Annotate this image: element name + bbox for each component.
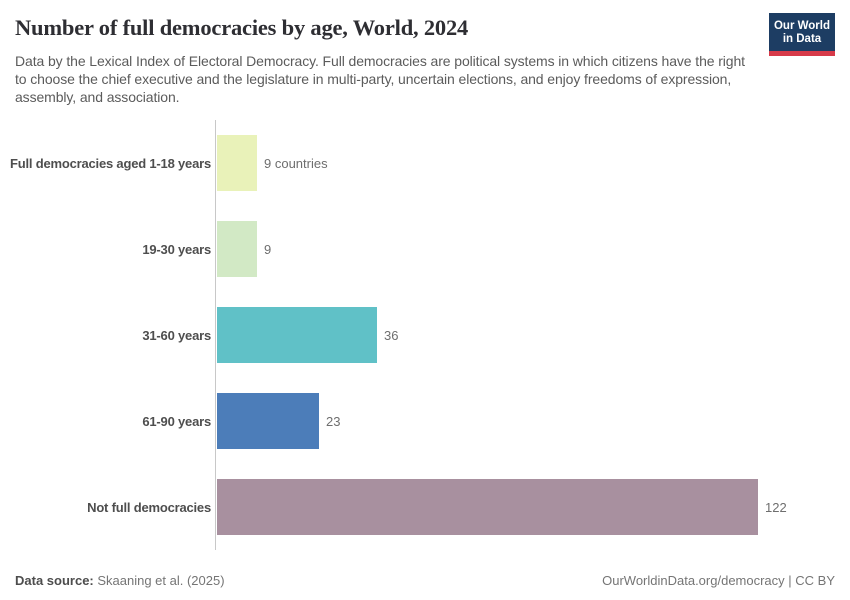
category-label: 19-30 years (142, 241, 211, 257)
page-title: Number of full democracies by age, World… (15, 15, 469, 40)
chart-row: 31-60 years 36 (15, 292, 835, 378)
bar[interactable] (217, 479, 758, 535)
bar[interactable] (217, 393, 319, 449)
chart-row: 19-30 years 9 (15, 206, 835, 292)
category-label: Not full democracies (87, 499, 211, 515)
bar-value-label: 9 countries (264, 155, 328, 171)
data-source-value: Skaaning et al. (2025) (93, 573, 225, 588)
bar-track: 9 (217, 206, 835, 292)
category-label-cell: 31-60 years (15, 328, 211, 343)
category-label-cell: Not full democracies (15, 500, 211, 515)
category-label: Full democracies aged 1-18 years (10, 155, 211, 171)
bar-track: 23 (217, 378, 835, 464)
category-label-cell: Full democracies aged 1-18 years (10, 156, 211, 171)
bar[interactable] (217, 135, 257, 191)
y-axis-line (215, 120, 216, 550)
bar-value-label: 122 (765, 499, 787, 515)
category-label-cell: 19-30 years (15, 242, 211, 257)
chart-subtitle: Data by the Lexical Index of Electoral D… (15, 53, 745, 105)
chart-row: 61-90 years 23 (15, 378, 835, 464)
attribution-link[interactable]: OurWorldinData.org/democracy | CC BY (602, 573, 835, 588)
owid-logo-line2: in Data (782, 33, 822, 45)
chart-row: Not full democracies 122 (15, 464, 835, 550)
chart-row: Full democracies aged 1-18 years 9 countr… (10, 120, 835, 206)
bar-value-label: 36 (384, 327, 399, 343)
bar[interactable] (217, 307, 377, 363)
data-source-label: Data source: (15, 573, 94, 588)
owid-logo-line1: Our World (773, 20, 830, 32)
bar-value-label: 9 (264, 241, 272, 257)
bar[interactable] (217, 221, 257, 277)
bar-value-label: 23 (326, 413, 341, 429)
category-label: 31-60 years (142, 327, 211, 343)
chart-footer: Data source: Skaaning et al. (2025) OurW… (15, 573, 835, 588)
bar-track: 9 countries (217, 120, 835, 206)
owid-logo[interactable]: Our World in Data (769, 13, 835, 56)
bar-chart: Full democracies aged 1-18 years 9 countr… (10, 120, 835, 550)
category-label-cell: 61-90 years (15, 414, 211, 429)
bar-track: 36 (217, 292, 835, 378)
data-source: Data source: Skaaning et al. (2025) (15, 573, 225, 588)
bar-track: 122 (217, 464, 835, 550)
category-label: 61-90 years (142, 413, 211, 429)
